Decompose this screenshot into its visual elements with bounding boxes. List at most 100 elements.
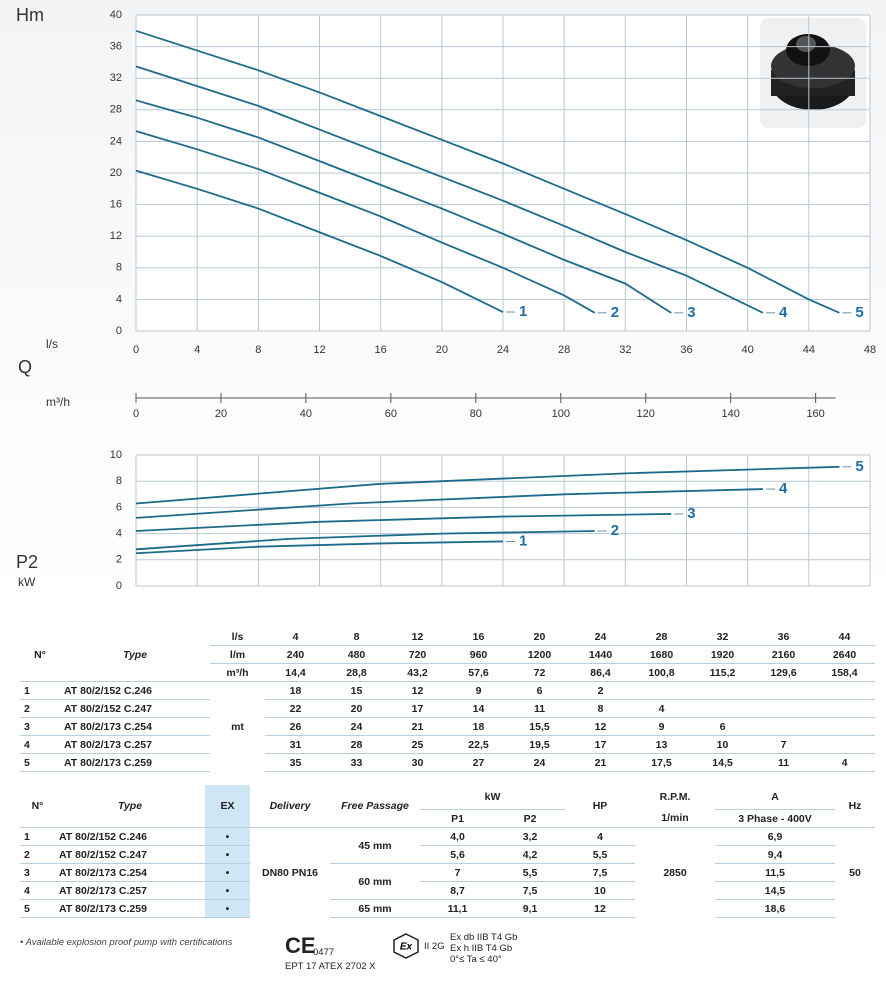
x-tick-label: 16: [375, 344, 387, 356]
header: N°: [20, 628, 60, 682]
x-tick-label: 12: [313, 344, 325, 356]
flow-value: 1440: [570, 645, 631, 664]
head-value: 22,5: [448, 735, 509, 754]
head-value: 4: [814, 753, 875, 772]
hp: 5,5: [565, 845, 635, 864]
head-value: 12: [387, 681, 448, 700]
rpm: 2850: [663, 866, 687, 879]
number: 5: [20, 899, 55, 918]
type: AT 80/2/152 C.246: [60, 681, 210, 700]
x2-tick-label: 20: [215, 408, 227, 420]
header: Type: [55, 785, 205, 828]
header: kW: [420, 785, 565, 810]
flow-value: 43,2: [387, 663, 448, 682]
row: 4 AT 80/2/173 C.257 • 8,7 7,5 10 14,5: [20, 881, 875, 900]
head-value: 6: [509, 681, 570, 700]
y-tick-label: 0: [116, 325, 122, 337]
row: 2 AT 80/2/152 C.247 22 20 17 14 11 8 4: [20, 699, 875, 718]
x-tick-label: 24: [497, 344, 509, 356]
head-value: 15: [326, 681, 387, 700]
head-value: 30: [387, 753, 448, 772]
p2: 7,5: [495, 881, 565, 900]
head-value: 14,5: [692, 753, 753, 772]
row: 3 AT 80/2/173 C.254 26 24 21 18 15,5 12 9 6: [20, 717, 875, 736]
free-passage: 65 mm: [330, 899, 420, 918]
number: 3: [20, 717, 60, 736]
type: AT 80/2/173 C.259: [60, 753, 210, 772]
unit: l/s: [210, 628, 265, 646]
head-unit: mt: [231, 720, 244, 733]
hp: 12: [565, 899, 635, 918]
flow-value: 720: [387, 645, 448, 664]
header: HP: [565, 785, 635, 828]
head-value: 12: [570, 717, 631, 736]
header: Delivery: [250, 785, 330, 828]
ex: •: [205, 863, 250, 882]
current: 11,5: [715, 863, 835, 882]
curve-label: 5: [855, 304, 863, 321]
number: 3: [20, 863, 55, 882]
curve-label: 4: [779, 304, 788, 321]
flow-value: 44: [814, 628, 875, 646]
number: 4: [20, 735, 60, 754]
ce-mark: CE: [285, 933, 316, 958]
empty-cell: [814, 735, 875, 754]
header: Free Passage: [330, 785, 420, 828]
p1: 8,7: [420, 881, 495, 900]
y-tick-label: 32: [110, 72, 122, 84]
y-tick-label: 4: [116, 528, 122, 540]
curve: [135, 488, 763, 519]
type: AT 80/2/152 C.247: [55, 845, 205, 864]
ex: •: [205, 845, 250, 864]
number: 1: [20, 681, 60, 700]
header: A: [715, 785, 835, 810]
flow-value: 28,8: [326, 663, 387, 682]
y-tick-label: 28: [110, 104, 122, 116]
head-value: 7: [753, 735, 814, 754]
y-tick-label: 24: [110, 135, 122, 147]
y-tick-label: 16: [110, 199, 122, 211]
row: 5 AT 80/2/173 C.259 • 65 mm 11,1 9,1 12 18,6: [20, 899, 875, 918]
header: P2: [495, 809, 565, 828]
flow-value: 2160: [753, 645, 814, 664]
p2: 5,5: [495, 863, 565, 882]
type: AT 80/2/152 C.246: [55, 827, 205, 846]
empty-cell: [814, 717, 875, 736]
header: Type: [60, 628, 210, 682]
flow-value: 28: [631, 628, 692, 646]
hp: 7,5: [565, 863, 635, 882]
head-value: 17: [387, 699, 448, 718]
empty-cell: [753, 681, 814, 700]
empty-cell: [692, 699, 753, 718]
p2: 4,2: [495, 845, 565, 864]
head-value: 22: [265, 699, 326, 718]
y-tick-label: 8: [116, 262, 122, 274]
flow-value: 480: [326, 645, 387, 664]
delivery: DN80 PN16: [261, 866, 319, 879]
flow-value: 960: [448, 645, 509, 664]
unit: m³/h: [210, 663, 265, 682]
y-tick-label: 40: [110, 9, 122, 21]
row: 3 AT 80/2/173 C.254 • 60 mm 7 5,5 7,5 11,5: [20, 863, 875, 900]
curve-label: 5: [855, 458, 863, 475]
x2-tick-label: 60: [385, 408, 397, 420]
head-value: 35: [265, 753, 326, 772]
flow-value: 16: [448, 628, 509, 646]
footer: • Available explosion proof pump with ce…: [20, 932, 880, 985]
y-unit-label: kW: [18, 575, 36, 589]
table: N° Type l/s 4 8 12 16 20 24 28 32 36 44 l/m 240 480 720 9…: [20, 628, 875, 772]
header-row: m³/h 14,4 28,8 43,2 57,6 72 86,4 100,8 115,2 129,…: [20, 663, 875, 682]
ex: •: [205, 899, 250, 918]
header: 1/min: [635, 809, 715, 828]
ce-number: 0477: [313, 947, 335, 958]
header: P1: [420, 809, 495, 828]
charts: Hm l/s Q m³/h P2 kW 04812162024283236400…: [16, 5, 876, 592]
flow-value: 240: [265, 645, 326, 664]
row: 1 AT 80/2/152 C.246 mt 18 15 12 9 6 2: [20, 681, 875, 733]
head-value: 28: [326, 735, 387, 754]
curve: [135, 540, 504, 555]
marking-line: Ex h IIB T4 Gb: [450, 943, 513, 954]
curve: [135, 465, 840, 505]
flow-value: 1680: [631, 645, 692, 664]
x-tick-label: 40: [742, 344, 754, 356]
